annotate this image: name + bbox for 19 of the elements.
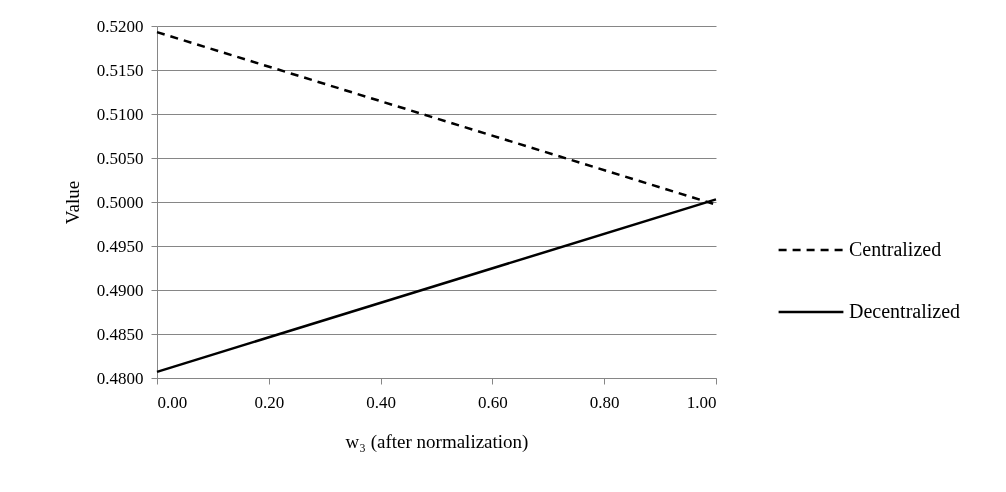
x-axis-title: w₃ (after normalization) <box>345 430 529 453</box>
y-axis-title: Value <box>61 180 83 225</box>
x-tick-label: 0.60 <box>478 392 508 412</box>
y-tick-label: 0.5200 <box>96 16 144 36</box>
y-tick-label: 0.4800 <box>96 368 144 388</box>
y-tick-label: 0.4850 <box>96 324 144 344</box>
x-tick-label: 0.80 <box>589 392 620 412</box>
legend-label: Decentralized <box>849 300 961 322</box>
y-tick-label: 0.4900 <box>96 280 144 300</box>
y-tick-label: 0.5050 <box>96 148 144 168</box>
y-tick-label: 0.5150 <box>96 60 144 80</box>
legend-label: Centralized <box>849 238 942 260</box>
y-tick-label: 0.5100 <box>96 104 144 124</box>
y-tick-label: 0.4950 <box>96 236 144 256</box>
x-tick-label: 1.00 <box>686 392 717 412</box>
x-tick-label: 0.00 <box>157 392 188 412</box>
y-tick-label: 0.5000 <box>96 192 144 212</box>
x-tick-label: 0.20 <box>254 392 285 412</box>
x-tick-label: 0.40 <box>366 392 396 412</box>
